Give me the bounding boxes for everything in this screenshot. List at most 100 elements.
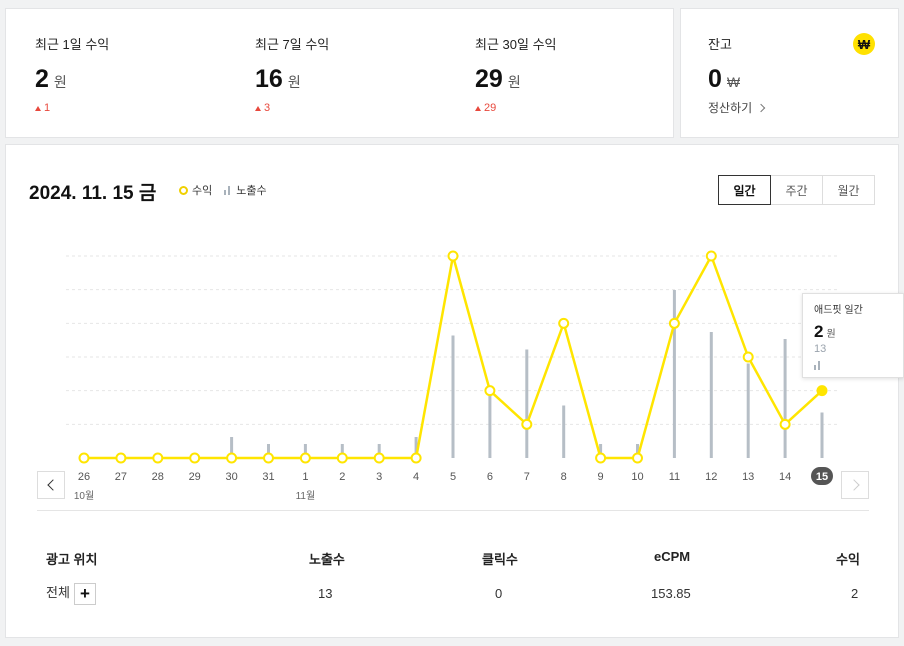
impression-bar [377, 444, 381, 458]
stat-change: 3 [255, 102, 455, 114]
revenue-point [742, 351, 754, 363]
stat-label: 최근 1일 수익 [35, 37, 110, 52]
tooltip-title: 애드핏 일간 [814, 305, 863, 316]
impressions-icon [814, 361, 892, 370]
stat-unit: 원 [53, 74, 67, 90]
col-header-revenue: 수익 [836, 552, 860, 567]
month-label: 10월 [74, 490, 94, 502]
summary-card: 최근 1일 수익 2 원 1 최근 7일 수익 16 원 3 최근 30일 수익… [5, 8, 674, 138]
impression-bar [783, 339, 787, 458]
revenue-point [779, 418, 791, 430]
impression-bar [451, 335, 455, 458]
impression-bar [340, 444, 344, 458]
revenue-point [447, 250, 459, 262]
x-tick-label: 14 [779, 471, 791, 483]
chevron-right-icon [756, 103, 766, 112]
revenue-point [668, 317, 680, 329]
page-title: 2024. 11. 15 금 [29, 183, 157, 204]
impression-bar [599, 444, 603, 458]
x-tick-label: 7 [524, 471, 530, 483]
chevron-left-icon [46, 479, 59, 491]
tab-daily[interactable]: 일간 [718, 175, 771, 205]
stat-change: 29 [475, 102, 675, 114]
col-header-ecpm: eCPM [654, 549, 691, 564]
revenue-point [816, 385, 828, 397]
x-tick-label: 12 [705, 471, 717, 483]
impression-bar [672, 290, 676, 458]
stat-value: 2 [35, 65, 49, 93]
revenue-point [705, 250, 717, 262]
divider [37, 510, 869, 511]
selected-day-marker [811, 467, 833, 485]
revenue-point [189, 452, 201, 464]
x-tick-label: 31 [262, 471, 274, 483]
stat-label: 최근 7일 수익 [255, 37, 330, 52]
tab-monthly[interactable]: 월간 [822, 175, 875, 205]
table-row: 전체 + [46, 582, 96, 605]
col-header-position: 광고 위치 [46, 552, 98, 567]
x-tick-label: 11 [669, 471, 680, 483]
x-tick-label: 3 [376, 471, 382, 483]
tab-weekly[interactable]: 주간 [770, 175, 823, 205]
revenue-point [78, 452, 90, 464]
impression-bar [746, 363, 750, 458]
balance-stat: 잔고 0 ₩ [708, 34, 904, 94]
stat-30day: 최근 30일 수익 29 원 29 [475, 34, 675, 114]
impression-bar [820, 412, 824, 458]
row-impressions: 13 [318, 586, 333, 601]
row-ecpm: 153.85 [651, 586, 691, 601]
stat-unit: 원 [507, 74, 521, 90]
report-card: 26 27 28 29 30 31 1 2 3 4 5 6 7 8 9 10 11 12 13 14 15 10월 11월 … [5, 144, 904, 638]
col-header-clicks: 클릭수 [482, 552, 518, 567]
x-tick-label: 5 [450, 471, 456, 483]
revenue-point [595, 452, 607, 464]
x-tick-label: 15 [816, 471, 828, 483]
stat-1day: 최근 1일 수익 2 원 1 [35, 34, 235, 114]
x-tick-label: 10 [631, 471, 643, 483]
impression-bar [525, 349, 529, 458]
row-clicks: 0 [495, 586, 503, 601]
expand-button[interactable]: + [73, 582, 96, 605]
period-toggle: 일간 주간 월간 [718, 175, 875, 205]
revenue-legend-icon [179, 185, 188, 195]
revenue-point [115, 452, 127, 464]
x-tick-label: 6 [487, 471, 493, 483]
settle-link[interactable]: 정산하기 [708, 99, 766, 116]
revenue-point [632, 452, 643, 464]
impression-bar [488, 395, 492, 458]
legend-revenue: 수익 [192, 185, 213, 197]
balance-card: 잔고 0 ₩ ₩ 정산하기 [680, 8, 899, 138]
impression-bar [636, 444, 639, 458]
next-button[interactable] [841, 471, 869, 499]
impression-bar [267, 444, 270, 458]
impression-bar [709, 332, 713, 458]
x-tick-label: 28 [152, 471, 164, 483]
balance-label: 잔고 [708, 37, 732, 52]
x-tick-label: 26 [78, 471, 90, 483]
col-header-impressions: 노출수 [309, 552, 345, 567]
up-arrow-icon [475, 105, 481, 111]
revenue-point [299, 452, 311, 464]
x-tick-label: 13 [742, 471, 754, 483]
revenue-point [484, 385, 496, 397]
revenue-point [263, 452, 274, 464]
stat-value: 29 [475, 65, 503, 93]
x-tick-label: 29 [189, 471, 201, 483]
tooltip-unit: 원 [826, 329, 836, 340]
prev-button[interactable] [37, 471, 65, 499]
stat-label: 최근 30일 수익 [475, 37, 557, 52]
impression-bar [562, 405, 566, 458]
revenue-point [336, 452, 348, 464]
revenue-point [226, 452, 238, 464]
stat-value: 16 [255, 65, 283, 93]
x-tick-label: 30 [225, 471, 237, 483]
won-icon: ₩ [853, 33, 875, 55]
impression-bar [303, 444, 307, 458]
legend-impressions: 노출수 [236, 185, 267, 197]
revenue-point [558, 317, 570, 329]
chevron-right-icon [847, 479, 860, 491]
stat-change: 1 [35, 102, 235, 114]
balance-value: 0 [708, 65, 722, 93]
revenue-point [521, 418, 533, 430]
